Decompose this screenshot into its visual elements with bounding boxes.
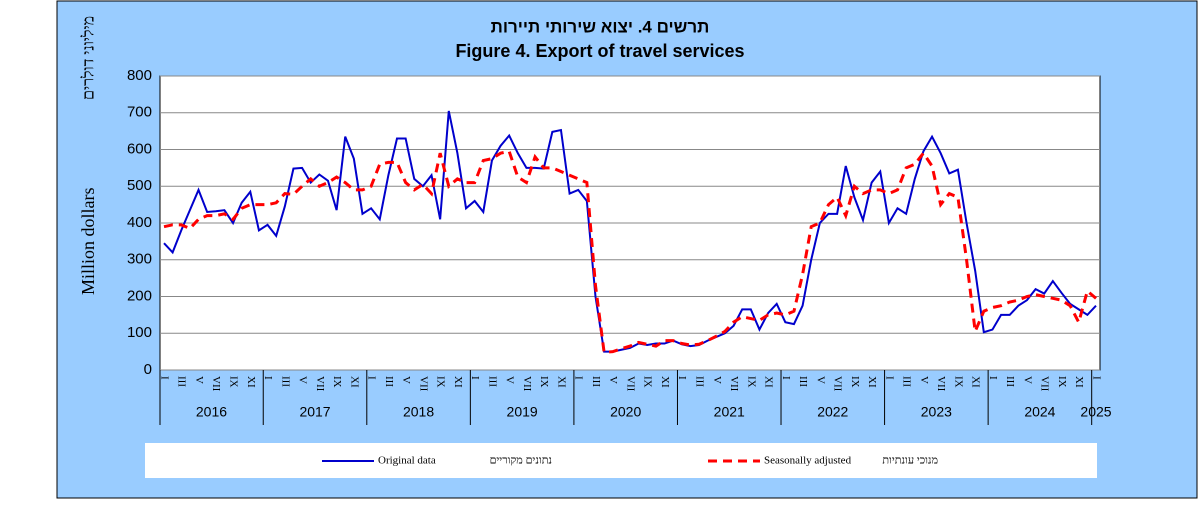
x-tick-label: III <box>1004 376 1016 387</box>
year-label: 2020 <box>610 404 641 420</box>
legend-label: Seasonally adjusted <box>764 455 852 467</box>
x-tick-label: I <box>883 376 895 380</box>
x-tick-label: VII <box>210 376 222 392</box>
year-label: 2017 <box>299 404 330 420</box>
year-label: 2016 <box>196 404 227 420</box>
y-tick-label: 300 <box>127 251 152 268</box>
x-tick-label: VII <box>417 376 429 392</box>
year-label: 2019 <box>507 404 538 420</box>
year-label: 2024 <box>1024 404 1055 420</box>
x-tick-label: I <box>780 376 792 380</box>
x-tick-label: IX <box>435 376 447 388</box>
year-label: 2025 <box>1080 404 1111 420</box>
year-label: 2023 <box>921 404 952 420</box>
x-tick-label: XI <box>866 376 878 388</box>
x-tick-label: XI <box>763 376 775 388</box>
y-axis-label-he: מיליוני דולרים <box>80 16 98 100</box>
y-tick-label: 400 <box>127 214 152 231</box>
x-tick-label: III <box>486 376 498 387</box>
series-line <box>163 149 1097 354</box>
series-line <box>163 110 1097 353</box>
year-label: 2021 <box>714 404 745 420</box>
x-tick-label: V <box>918 376 930 384</box>
y-axis-label: Million dollars <box>78 188 98 296</box>
x-tick-label: V <box>400 376 412 384</box>
x-tick-label: I <box>573 376 585 380</box>
y-tick-label: 200 <box>127 287 152 304</box>
chart-title-he: תרשים 4. יצוא שירותי תיירות <box>491 17 710 36</box>
y-tick-label: 500 <box>127 177 152 194</box>
x-tick-label: I <box>158 376 170 380</box>
y-tick-label: 0 <box>144 361 152 378</box>
x-tick-label: III <box>797 376 809 387</box>
x-tick-label: VII <box>521 376 533 392</box>
x-tick-label: XI <box>348 376 360 388</box>
x-tick-label: III <box>383 376 395 387</box>
x-tick-label: IX <box>538 376 550 388</box>
x-tick-label: V <box>297 376 309 384</box>
x-tick-label: XI <box>659 376 671 388</box>
x-tick-label: VII <box>832 376 844 392</box>
x-tick-label: I <box>366 376 378 380</box>
x-tick-label: VII <box>314 376 326 392</box>
x-tick-label: I <box>987 376 999 380</box>
legend-label: Original data <box>378 455 436 467</box>
x-tick-label: III <box>279 376 291 387</box>
x-tick-label: III <box>176 376 188 387</box>
x-tick-label: IX <box>228 376 240 388</box>
x-tick-label: XI <box>555 376 567 388</box>
x-tick-label: III <box>694 376 706 387</box>
x-tick-label: VII <box>935 376 947 392</box>
x-tick-label: VII <box>728 376 740 392</box>
x-tick-label: V <box>711 376 723 384</box>
x-tick-label: I <box>469 376 481 380</box>
x-tick-label: IX <box>642 376 654 388</box>
x-tick-label: V <box>814 376 826 384</box>
year-label: 2022 <box>817 404 848 420</box>
x-tick-label: I <box>676 376 688 380</box>
x-tick-label: V <box>607 376 619 384</box>
y-tick-label: 700 <box>127 104 152 121</box>
x-tick-label: III <box>901 376 913 387</box>
legend-box <box>145 443 1097 478</box>
x-tick-label: IX <box>1056 376 1068 388</box>
x-tick-label: V <box>1021 376 1033 384</box>
x-tick-label: I <box>262 376 274 380</box>
x-tick-label: XI <box>1073 376 1085 388</box>
y-tick-label: 100 <box>127 324 152 341</box>
x-tick-label: XI <box>970 376 982 388</box>
x-tick-label: III <box>590 376 602 387</box>
x-tick-label: XI <box>452 376 464 388</box>
chart-title: Figure 4. Export of travel services <box>455 41 744 61</box>
x-tick-label: IX <box>952 376 964 388</box>
legend-label-he: מנוכי עונתיות <box>882 455 938 467</box>
x-tick-label: VII <box>1039 376 1051 392</box>
x-tick-label: IX <box>745 376 757 388</box>
y-tick-label: 600 <box>127 140 152 157</box>
legend-label-he: נתונים מקוריים <box>490 455 552 467</box>
x-tick-label: V <box>504 376 516 384</box>
y-tick-label: 800 <box>127 67 152 84</box>
year-label: 2018 <box>403 404 434 420</box>
x-tick-label: V <box>193 376 205 384</box>
x-tick-label: I <box>1090 376 1102 380</box>
x-tick-label: IX <box>849 376 861 388</box>
x-tick-label: XI <box>245 376 257 388</box>
x-tick-label: IX <box>331 376 343 388</box>
x-tick-label: VII <box>624 376 636 392</box>
